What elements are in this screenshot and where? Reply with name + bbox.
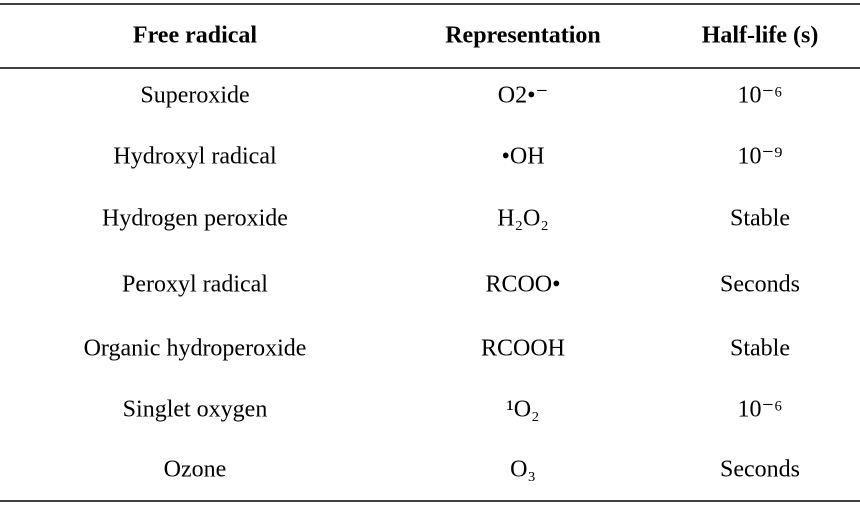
table-cell: •OH — [501, 144, 544, 170]
table-cell: 10⁻⁶ — [737, 83, 782, 109]
table-cell: Hydrogen peroxide — [102, 206, 288, 232]
table-cell: Seconds — [720, 272, 800, 298]
table-cell: O₃ — [510, 457, 536, 483]
table-cell: Peroxyl radical — [122, 272, 268, 298]
table-cell: 10⁻⁶ — [737, 397, 782, 423]
table-cell: Superoxide — [140, 83, 249, 109]
table-cell: Stable — [730, 336, 790, 362]
table-cell: Hydroxyl radical — [113, 144, 277, 170]
table-cell: H₂O₂ — [497, 206, 548, 232]
header-cell: Representation — [445, 23, 601, 49]
table-cell: O2•⁻ — [498, 83, 548, 109]
table-cell: Ozone — [164, 457, 227, 483]
header-cell: Free radical — [133, 23, 258, 49]
table-cell: Stable — [730, 206, 790, 232]
table-cell: ¹O₂ — [507, 397, 540, 423]
table-cell: RCOOH — [481, 336, 565, 362]
table-cell: Seconds — [720, 457, 800, 483]
header-cell: Half-life (s) — [702, 23, 819, 49]
table-cell: RCOO• — [485, 272, 560, 298]
table-cell: 10⁻⁹ — [737, 144, 782, 170]
table-cell: Singlet oxygen — [123, 397, 268, 423]
table-cell: Organic hydroperoxide — [84, 336, 307, 362]
